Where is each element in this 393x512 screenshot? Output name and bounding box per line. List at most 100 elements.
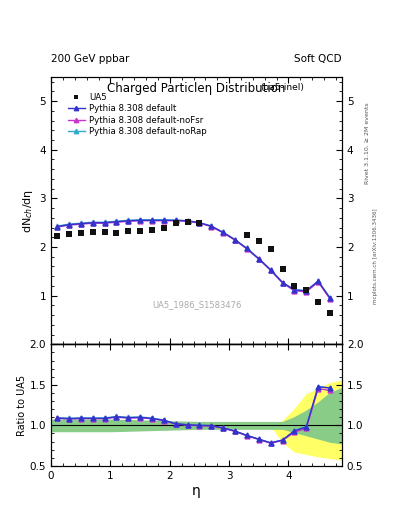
Line: Pythia 8.308 default-noRap: Pythia 8.308 default-noRap	[55, 218, 332, 301]
Pythia 8.308 default	[280, 280, 285, 286]
Pythia 8.308 default-noFsr	[90, 220, 95, 226]
Y-axis label: dN$_{ch}$/dη: dN$_{ch}$/dη	[22, 188, 35, 232]
Text: UA5_1986_S1583476: UA5_1986_S1583476	[152, 300, 241, 309]
Pythia 8.308 default-noRap	[197, 220, 202, 226]
Text: Charged Particleη Distribution: Charged Particleη Distribution	[107, 82, 286, 95]
UA5	[279, 265, 286, 273]
Pythia 8.308 default	[79, 221, 83, 227]
Pythia 8.308 default-noFsr	[185, 218, 190, 224]
Pythia 8.308 default-noRap	[126, 217, 130, 223]
Pythia 8.308 default-noRap	[114, 218, 119, 224]
Pythia 8.308 default-noRap	[257, 255, 261, 262]
Pythia 8.308 default-noFsr	[55, 224, 59, 230]
Pythia 8.308 default-noFsr	[79, 221, 83, 227]
Text: Rivet 3.1.10, ≥ 2M events: Rivet 3.1.10, ≥ 2M events	[365, 102, 370, 184]
Pythia 8.308 default-noFsr	[102, 220, 107, 226]
Pythia 8.308 default	[66, 222, 71, 228]
Pythia 8.308 default-noFsr	[280, 280, 285, 286]
Pythia 8.308 default-noFsr	[126, 218, 130, 224]
UA5	[244, 231, 250, 239]
Pythia 8.308 default	[316, 278, 321, 284]
Pythia 8.308 default-noRap	[268, 267, 273, 273]
UA5	[137, 227, 143, 236]
Pythia 8.308 default	[90, 220, 95, 226]
Text: (ua5-inel): (ua5-inel)	[261, 83, 304, 93]
UA5	[268, 245, 274, 253]
Pythia 8.308 default	[102, 220, 107, 226]
Pythia 8.308 default-noFsr	[138, 218, 143, 224]
Pythia 8.308 default-noRap	[280, 280, 285, 286]
UA5	[149, 226, 155, 234]
Pythia 8.308 default-noFsr	[66, 222, 71, 228]
UA5	[303, 286, 309, 294]
Pythia 8.308 default-noRap	[328, 295, 332, 301]
Pythia 8.308 default-noFsr	[114, 219, 119, 225]
Pythia 8.308 default-noRap	[209, 223, 214, 229]
UA5	[315, 297, 321, 306]
UA5	[196, 219, 203, 227]
Pythia 8.308 default-noRap	[79, 220, 83, 226]
Pythia 8.308 default-noRap	[102, 219, 107, 225]
Pythia 8.308 default-noRap	[150, 217, 154, 223]
Pythia 8.308 default-noRap	[233, 237, 237, 243]
Pythia 8.308 default-noRap	[316, 278, 321, 284]
Pythia 8.308 default-noFsr	[244, 246, 249, 252]
UA5	[78, 229, 84, 238]
Pythia 8.308 default-noFsr	[173, 218, 178, 224]
Pythia 8.308 default-noRap	[185, 218, 190, 224]
Pythia 8.308 default-noFsr	[162, 218, 166, 224]
Text: mcplots.cern.ch [arXiv:1306.3436]: mcplots.cern.ch [arXiv:1306.3436]	[373, 208, 378, 304]
Pythia 8.308 default-noRap	[66, 221, 71, 227]
Legend: UA5, Pythia 8.308 default, Pythia 8.308 default-noFsr, Pythia 8.308 default-noRa: UA5, Pythia 8.308 default, Pythia 8.308 …	[64, 89, 210, 140]
Line: Pythia 8.308 default: Pythia 8.308 default	[55, 218, 332, 301]
Pythia 8.308 default-noFsr	[257, 256, 261, 262]
Pythia 8.308 default-noFsr	[197, 220, 202, 226]
UA5	[184, 218, 191, 226]
Pythia 8.308 default	[197, 220, 202, 226]
Y-axis label: Ratio to UA5: Ratio to UA5	[17, 375, 27, 436]
UA5	[113, 229, 119, 238]
UA5	[173, 219, 179, 227]
Pythia 8.308 default	[185, 218, 190, 224]
UA5	[90, 228, 96, 237]
Pythia 8.308 default	[114, 219, 119, 225]
Text: 200 GeV ppbar: 200 GeV ppbar	[51, 54, 129, 64]
Line: Pythia 8.308 default-noFsr: Pythia 8.308 default-noFsr	[55, 218, 332, 302]
Pythia 8.308 default-noFsr	[221, 230, 226, 236]
Pythia 8.308 default	[138, 217, 143, 223]
Pythia 8.308 default-noRap	[221, 229, 226, 236]
Pythia 8.308 default-noFsr	[268, 267, 273, 273]
Pythia 8.308 default-noFsr	[292, 288, 297, 294]
Pythia 8.308 default	[268, 267, 273, 273]
Pythia 8.308 default-noRap	[292, 287, 297, 293]
Pythia 8.308 default-noRap	[162, 217, 166, 223]
Pythia 8.308 default	[55, 224, 59, 230]
Pythia 8.308 default-noRap	[244, 245, 249, 251]
Pythia 8.308 default	[173, 217, 178, 223]
Pythia 8.308 default	[221, 229, 226, 236]
Pythia 8.308 default-noRap	[173, 217, 178, 223]
Pythia 8.308 default-noRap	[138, 217, 143, 223]
Pythia 8.308 default	[328, 295, 332, 301]
UA5	[327, 309, 333, 317]
Pythia 8.308 default-noFsr	[150, 218, 154, 224]
Pythia 8.308 default	[244, 245, 249, 251]
X-axis label: η: η	[192, 483, 201, 498]
Pythia 8.308 default	[209, 223, 214, 229]
Pythia 8.308 default-noFsr	[233, 237, 237, 243]
Pythia 8.308 default	[233, 237, 237, 243]
Pythia 8.308 default-noRap	[304, 288, 309, 294]
UA5	[54, 232, 60, 241]
UA5	[101, 228, 108, 237]
Pythia 8.308 default	[126, 218, 130, 224]
UA5	[161, 223, 167, 231]
Pythia 8.308 default-noRap	[55, 223, 59, 229]
Pythia 8.308 default	[257, 255, 261, 262]
Pythia 8.308 default	[292, 287, 297, 293]
UA5	[125, 227, 131, 236]
Text: Soft QCD: Soft QCD	[294, 54, 342, 64]
UA5	[256, 237, 262, 245]
Pythia 8.308 default	[162, 217, 166, 223]
UA5	[66, 230, 72, 238]
Pythia 8.308 default-noFsr	[328, 296, 332, 302]
